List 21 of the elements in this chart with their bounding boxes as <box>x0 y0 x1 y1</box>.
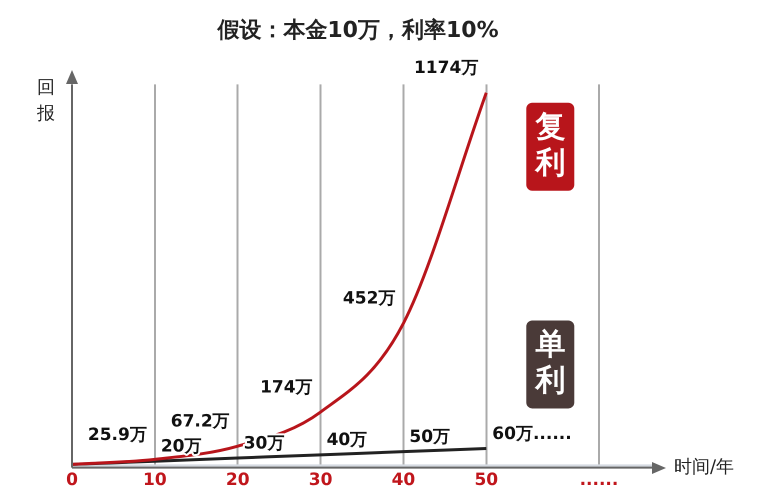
text: 单利 <box>534 327 566 398</box>
data-label: 452万 <box>342 288 396 309</box>
x-tick-label: ...... <box>580 470 618 490</box>
data-label: 50万 <box>409 427 450 448</box>
x-tick-label: 0 <box>66 470 78 490</box>
x-tick-label: 20 <box>226 470 250 490</box>
x-tick-label: 50 <box>474 470 498 490</box>
x-tick-label: 40 <box>392 470 416 490</box>
data-label: 20万 <box>160 436 202 457</box>
data-label: 25.9万 <box>88 424 147 445</box>
series-label: 复利 <box>534 110 566 180</box>
x-tick-label: 30 <box>308 470 333 490</box>
data-label: 67.2万 <box>170 412 230 432</box>
data-label: 174万 <box>260 377 313 398</box>
x-axis-title: 时间/年 <box>674 456 734 478</box>
data-label: 60万...... <box>492 424 572 444</box>
y-axis-title: 回报 <box>36 77 55 124</box>
data-label: 40万 <box>326 430 368 450</box>
data-label: 1174万 <box>414 58 478 78</box>
chart-title: 假设：本金10万，利率10% <box>216 16 499 43</box>
x-tick-label: 10 <box>143 470 167 490</box>
